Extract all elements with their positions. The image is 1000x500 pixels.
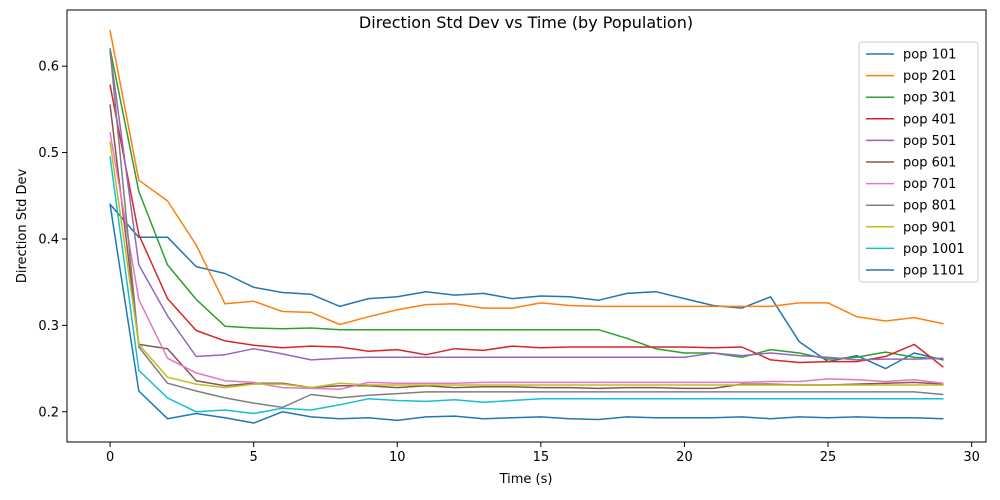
plot-frame: [66, 9, 987, 443]
legend-box: [858, 41, 979, 283]
x-axis: 0 5 10 15 20 25 30: [106, 442, 980, 465]
x-tick-label: 15: [533, 450, 550, 465]
series-line-pop-601: [109, 104, 944, 390]
legend-label: pop 901: [903, 220, 956, 235]
x-tick-label: 0: [106, 450, 114, 465]
x-tick-label: 30: [963, 450, 980, 465]
series-line-pop-901: [109, 141, 944, 389]
series-line-pop-501: [109, 50, 944, 361]
series-line-pop-801: [109, 49, 944, 409]
series-line-pop-401: [109, 84, 944, 368]
series-line-pop-301: [109, 48, 944, 360]
legend-label: pop 1001: [903, 242, 965, 257]
series-line-pop-1101: [109, 203, 944, 424]
series-line-pop-1001: [109, 156, 944, 415]
chart-title: Direction Std Dev vs Time (by Population…: [359, 13, 693, 32]
y-tick-label: 0.6: [38, 60, 59, 75]
series-line-pop-701: [109, 131, 944, 391]
legend-label: pop 201: [903, 69, 956, 84]
y-tick-label: 0.2: [38, 405, 59, 420]
y-axis-label: Direction Std Dev: [15, 169, 30, 284]
y-tick-label: 0.5: [38, 146, 59, 161]
x-tick-label: 20: [676, 450, 693, 465]
legend-label: pop 1101: [903, 264, 965, 279]
y-tick-label: 0.3: [38, 319, 59, 334]
legend-label: pop 101: [903, 48, 956, 63]
legend-label: pop 801: [903, 199, 956, 214]
x-axis-label: Time (s): [499, 472, 553, 487]
legend-label: pop 601: [903, 156, 956, 171]
series-line-pop-201: [109, 29, 944, 326]
series-line-pop-101: [109, 203, 944, 370]
series-layer: [109, 29, 944, 424]
x-tick-label: 10: [389, 450, 406, 465]
y-tick-label: 0.4: [38, 232, 59, 247]
x-tick-label: 5: [250, 450, 258, 465]
legend-label: pop 501: [903, 134, 956, 149]
x-tick-label: 25: [820, 450, 837, 465]
legend-label: pop 301: [903, 91, 956, 106]
legend-label: pop 401: [903, 112, 956, 127]
legend: pop 101 pop 201 pop 301 pop 401 pop 501 pop 6…: [858, 41, 979, 283]
y-axis: 0.2 0.3 0.4 0.5 0.6: [38, 60, 67, 420]
legend-label: pop 701: [903, 177, 956, 192]
